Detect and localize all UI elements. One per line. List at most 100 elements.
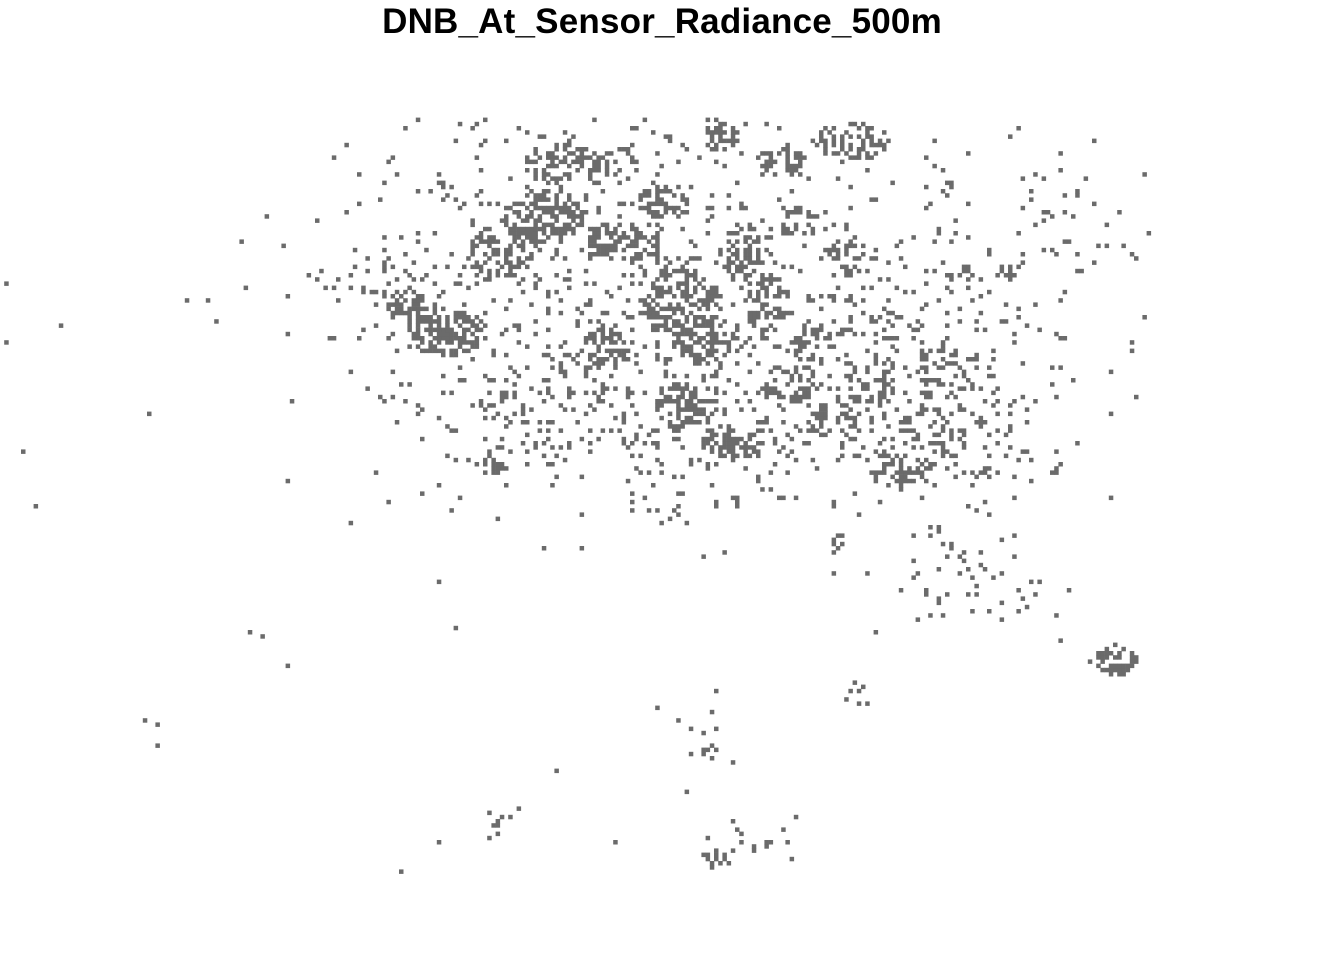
lit-pixel bbox=[415, 306, 421, 312]
lit-pixel bbox=[638, 369, 643, 375]
lit-pixel bbox=[424, 306, 429, 312]
lit-pixel bbox=[924, 302, 929, 307]
lit-pixel bbox=[877, 390, 883, 396]
lit-pixel bbox=[785, 155, 790, 160]
lit-pixel bbox=[827, 130, 832, 135]
lit-pixel bbox=[382, 294, 387, 299]
lit-pixel bbox=[449, 331, 454, 337]
lit-pixel bbox=[1108, 651, 1114, 656]
lit-pixel bbox=[420, 340, 425, 345]
lit-pixel bbox=[714, 747, 719, 753]
lit-pixel bbox=[785, 294, 790, 299]
lit-pixel bbox=[508, 365, 513, 370]
lit-pixel bbox=[1024, 449, 1030, 454]
lit-pixel bbox=[999, 537, 1005, 543]
lit-pixel bbox=[491, 462, 496, 467]
lit-pixel bbox=[525, 231, 530, 236]
lit-pixel bbox=[21, 449, 26, 454]
lit-pixel bbox=[718, 424, 723, 429]
lit-pixel bbox=[533, 273, 538, 278]
lit-pixel bbox=[764, 159, 769, 165]
lit-pixel bbox=[462, 331, 467, 337]
lit-pixel bbox=[508, 814, 513, 820]
lit-pixel bbox=[898, 457, 904, 463]
lit-pixel bbox=[436, 315, 442, 320]
lit-pixel bbox=[411, 331, 417, 337]
lit-pixel bbox=[898, 466, 904, 471]
lit-pixel bbox=[714, 357, 719, 362]
lit-pixel bbox=[957, 273, 963, 278]
lit-pixel bbox=[424, 319, 429, 324]
lit-pixel bbox=[844, 298, 849, 303]
lit-pixel bbox=[777, 310, 782, 316]
lit-pixel bbox=[726, 247, 732, 253]
lit-pixel bbox=[848, 424, 853, 429]
lit-pixel bbox=[772, 294, 778, 299]
lit-pixel bbox=[768, 369, 774, 375]
lit-pixel bbox=[974, 352, 979, 358]
lit-pixel bbox=[949, 432, 954, 438]
lit-pixel bbox=[688, 256, 694, 261]
lit-pixel bbox=[331, 336, 337, 341]
lit-pixel bbox=[751, 344, 757, 349]
lit-pixel bbox=[546, 306, 551, 312]
lit-pixel bbox=[504, 222, 509, 228]
lit-pixel bbox=[583, 155, 589, 160]
lit-pixel bbox=[806, 441, 811, 446]
lit-pixel bbox=[516, 235, 522, 240]
lit-pixel bbox=[567, 142, 572, 148]
lit-pixel bbox=[499, 264, 505, 270]
lit-pixel bbox=[718, 861, 723, 866]
lit-pixel bbox=[567, 441, 572, 446]
lit-pixel bbox=[840, 453, 845, 459]
lit-pixel bbox=[806, 428, 811, 433]
lit-pixel bbox=[483, 323, 488, 328]
lit-pixel bbox=[911, 558, 916, 564]
lit-pixel bbox=[520, 289, 526, 295]
lit-pixel bbox=[663, 210, 669, 215]
lit-pixel bbox=[844, 268, 849, 274]
lit-pixel bbox=[924, 478, 929, 484]
lit-pixel bbox=[756, 252, 761, 257]
lit-pixel bbox=[407, 323, 412, 328]
lit-pixel bbox=[672, 323, 677, 328]
lit-pixel bbox=[714, 331, 719, 337]
lit-pixel bbox=[903, 470, 908, 475]
lit-pixel bbox=[1024, 420, 1030, 425]
lit-pixel bbox=[1113, 642, 1118, 648]
lit-pixel bbox=[793, 340, 799, 345]
lit-pixel bbox=[1024, 407, 1030, 412]
lit-pixel bbox=[508, 449, 513, 454]
lit-pixel bbox=[831, 319, 837, 324]
lit-pixel bbox=[474, 243, 480, 249]
lit-pixel bbox=[592, 235, 597, 240]
lit-pixel bbox=[386, 336, 391, 341]
lit-pixel bbox=[630, 453, 635, 459]
lit-pixel bbox=[420, 298, 425, 303]
lit-pixel bbox=[373, 302, 379, 307]
lit-pixel bbox=[714, 336, 719, 341]
lit-pixel bbox=[554, 226, 559, 232]
lit-pixel bbox=[772, 436, 778, 442]
lit-pixel bbox=[504, 327, 509, 333]
lit-pixel bbox=[457, 344, 463, 349]
lit-pixel bbox=[621, 348, 627, 354]
lit-pixel bbox=[764, 315, 769, 320]
lit-pixel bbox=[709, 428, 715, 433]
lit-pixel bbox=[625, 348, 631, 354]
lit-pixel bbox=[806, 340, 811, 345]
lit-pixel bbox=[940, 344, 946, 349]
lit-pixel bbox=[852, 399, 858, 404]
lit-pixel bbox=[478, 268, 484, 274]
lit-pixel bbox=[504, 273, 509, 278]
lit-pixel bbox=[861, 298, 866, 303]
lit-pixel bbox=[861, 382, 866, 387]
lit-pixel bbox=[982, 466, 988, 471]
lit-pixel bbox=[1058, 462, 1063, 467]
lit-pixel bbox=[403, 298, 408, 303]
lit-pixel bbox=[1012, 273, 1017, 278]
lit-pixel bbox=[680, 193, 685, 198]
lit-pixel bbox=[415, 302, 421, 307]
lit-pixel bbox=[781, 231, 786, 236]
lit-pixel bbox=[802, 323, 807, 328]
